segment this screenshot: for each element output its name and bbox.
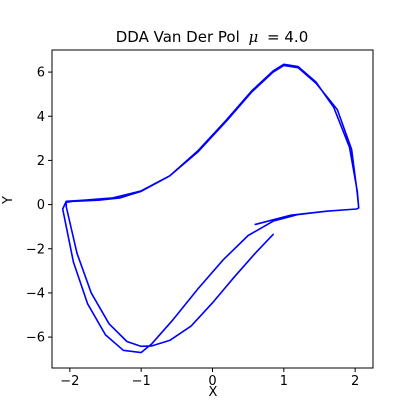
y-tick-label: 4	[37, 110, 45, 125]
title-param-value: = 4.0	[267, 28, 308, 46]
x-tick-label: 0	[208, 374, 216, 389]
y-tick-label: −6	[26, 331, 45, 346]
x-tick-label: 1	[280, 374, 288, 389]
x-tick-label: −2	[60, 374, 79, 389]
x-axis-label: X	[209, 385, 218, 400]
y-tick-label: −4	[26, 286, 45, 301]
plot-area: −2 −1 0 1 2 −6 −4 −2 0 2 4 6	[26, 49, 374, 389]
x-tick-label: −1	[132, 374, 151, 389]
x-tick-label: 2	[351, 374, 359, 389]
y-axis-label: Y	[1, 196, 16, 205]
y-tick-label: 6	[37, 66, 45, 81]
y-tick-label: 0	[37, 198, 45, 213]
ticks: −2 −1 0 1 2 −6 −4 −2 0 2 4 6	[26, 66, 359, 389]
chart-title: DDA Van Der Pol μ = 4.0	[116, 28, 309, 46]
series-line	[61, 63, 360, 354]
title-param-symbol: μ	[249, 28, 259, 46]
plot-frame	[51, 49, 374, 369]
title-text: DDA Van Der Pol	[116, 28, 240, 46]
y-tick-label: 2	[37, 154, 45, 169]
y-tick-label: −2	[26, 242, 45, 257]
